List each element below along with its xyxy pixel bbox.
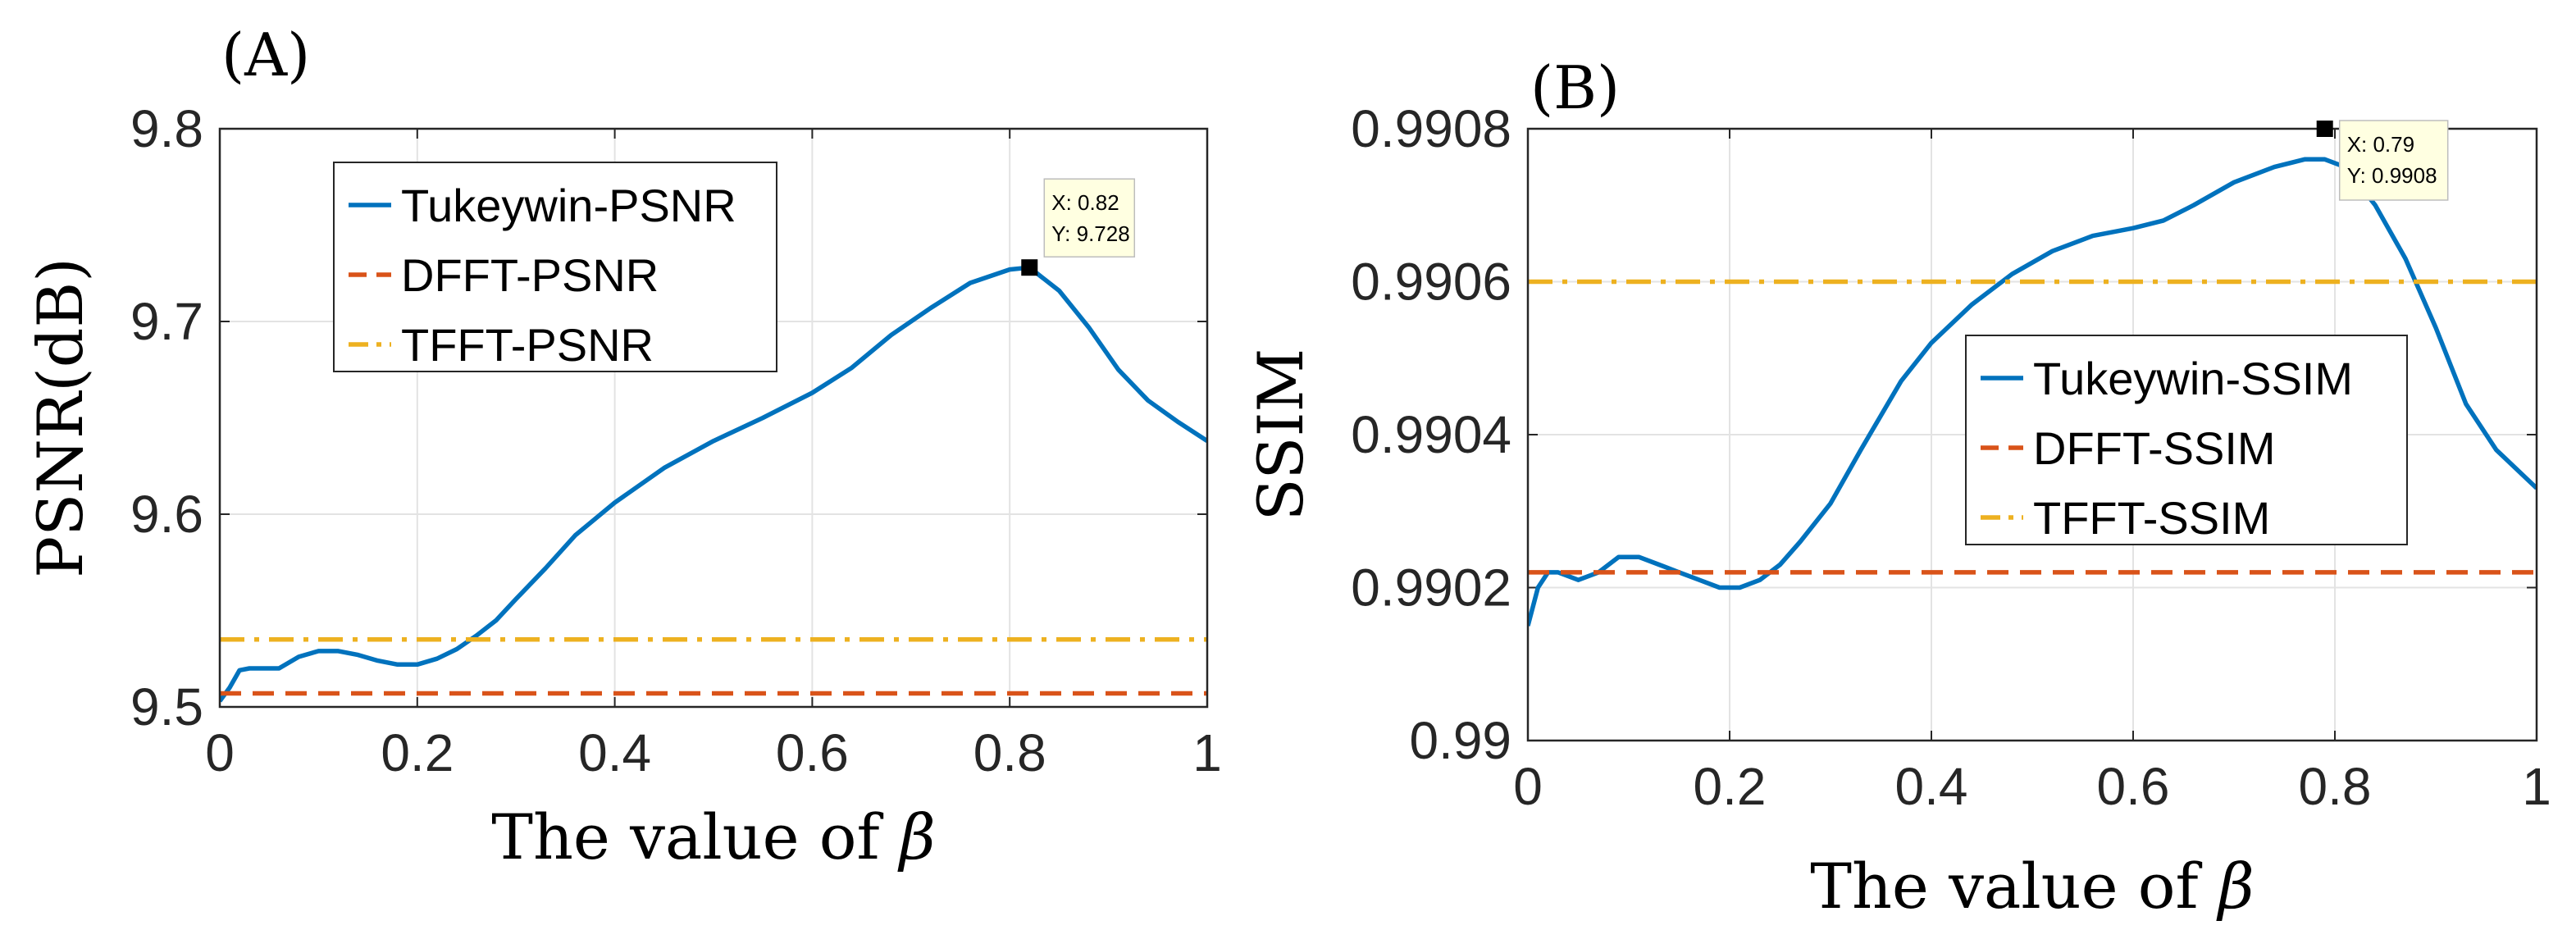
x-tick-label: 0.2 bbox=[381, 723, 454, 782]
chart-panel-a: (A) 0 0.2 0.4 0.6 0.8 1 9.5 9.6 9.7 9.8 The value o… bbox=[24, 21, 1222, 873]
x-tick-label: 0.2 bbox=[1694, 757, 1767, 816]
legend-entry: DFFT-SSIM bbox=[2033, 422, 2276, 474]
y-axis-title: PSNR(dB) bbox=[24, 258, 97, 578]
y-axis-title: SSIM bbox=[1244, 349, 1317, 522]
legend-entry: DFFT-PSNR bbox=[401, 249, 659, 301]
x-tick-label: 0 bbox=[205, 723, 235, 782]
y-tick-label: 0.9908 bbox=[1351, 99, 1511, 158]
datatip-x: X: 0.82 bbox=[1051, 190, 1119, 215]
x-axis-title: The value of β bbox=[491, 800, 935, 873]
datatip-y: Y: 0.9908 bbox=[2347, 163, 2437, 188]
axes-box bbox=[218, 127, 1209, 709]
x-tick-label: 0.8 bbox=[973, 723, 1046, 782]
panel-label: (B) bbox=[1530, 53, 1620, 122]
legend-entry: TFFT-PSNR bbox=[401, 319, 654, 371]
y-tick-label: 0.9906 bbox=[1351, 253, 1511, 312]
y-tick-label: 0.9902 bbox=[1351, 558, 1511, 618]
legend-box bbox=[333, 162, 777, 372]
y-tick-label: 0.99 bbox=[1409, 711, 1511, 770]
x-tick-label: 1 bbox=[1192, 723, 1222, 782]
datatip[interactable]: X: 0.79 Y: 0.9908 bbox=[2338, 120, 2449, 201]
chart-panel-b: (B) 0 0.2 0.4 0.6 0.8 1 0.99 0.9902 0.9904 0.9906 0… bbox=[1244, 53, 2551, 923]
legend-box bbox=[1965, 335, 2408, 545]
datatip-y: Y: 9.728 bbox=[1051, 221, 1129, 246]
x-axis-title: The value of β bbox=[1810, 850, 2254, 923]
y-tick-label: 9.5 bbox=[130, 677, 203, 736]
x-axis-title-text: The value of bbox=[1810, 850, 2218, 923]
datatip-box bbox=[2338, 120, 2449, 201]
datatip-box bbox=[1043, 178, 1136, 258]
y-tick-label: 9.6 bbox=[130, 485, 203, 544]
y-tick-label: 9.7 bbox=[130, 292, 203, 351]
axes-box bbox=[1526, 127, 2538, 742]
legend-entry: Tukeywin-PSNR bbox=[401, 180, 736, 231]
datatip-marker[interactable] bbox=[2316, 121, 2333, 137]
x-tick-label: 0.4 bbox=[1895, 757, 1968, 816]
x-tick-label: 0 bbox=[1513, 757, 1543, 816]
datatip[interactable]: X: 0.82 Y: 9.728 bbox=[1043, 178, 1136, 258]
x-axis-title-text: The value of bbox=[491, 800, 899, 873]
beta-symbol: β bbox=[897, 800, 936, 873]
datatip-x: X: 0.79 bbox=[2347, 132, 2414, 157]
x-tick-label: 1 bbox=[2522, 757, 2551, 816]
legend-entry: TFFT-SSIM bbox=[2033, 492, 2270, 544]
legend: Tukeywin-SSIM DFFT-SSIM TFFT-SSIM bbox=[1965, 335, 2408, 545]
legend-entry: Tukeywin-SSIM bbox=[2033, 353, 2353, 404]
x-tick-label: 0.8 bbox=[2299, 757, 2372, 816]
legend: Tukeywin-PSNR DFFT-PSNR TFFT-PSNR bbox=[333, 162, 777, 372]
x-tick-label: 0.4 bbox=[578, 723, 651, 782]
x-tick-label: 0.6 bbox=[776, 723, 849, 782]
beta-symbol: β bbox=[2216, 850, 2255, 923]
panel-label: (A) bbox=[221, 21, 310, 89]
datatip-marker[interactable] bbox=[1021, 259, 1038, 276]
y-tick-label: 0.9904 bbox=[1351, 405, 1511, 464]
x-tick-label: 0.6 bbox=[2097, 757, 2170, 816]
y-tick-label: 9.8 bbox=[130, 99, 203, 158]
